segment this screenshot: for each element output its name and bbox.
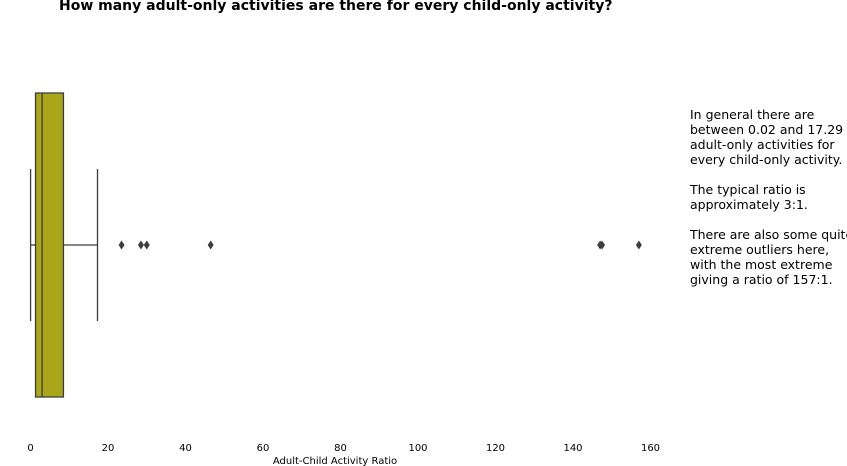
box-layer bbox=[29, 92, 642, 398]
x-tick-label: 60 bbox=[257, 443, 270, 454]
x-tick-label: 20 bbox=[102, 443, 115, 454]
annotation-line: In general there are bbox=[690, 107, 815, 122]
x-tick-label: 100 bbox=[408, 443, 427, 454]
outlier-point bbox=[118, 240, 125, 250]
x-tick-label: 160 bbox=[641, 443, 660, 454]
annotation-line: extreme outliers here, bbox=[690, 242, 830, 257]
x-tick-label: 40 bbox=[179, 443, 192, 454]
annotation-para-1: In general there are between 0.02 and 17… bbox=[690, 107, 847, 167]
outlier-point bbox=[599, 240, 606, 250]
x-tick-label: 120 bbox=[486, 443, 505, 454]
annotation-line: The typical ratio is bbox=[690, 182, 806, 197]
annotation-line: every child-only activity. bbox=[690, 152, 843, 167]
x-tick-label: 80 bbox=[334, 443, 347, 454]
x-tick-label: 0 bbox=[27, 443, 33, 454]
x-axis-ticks: 0 20 40 60 80 100 120 140 160 bbox=[27, 443, 660, 454]
annotation-text: In general there are between 0.02 and 17… bbox=[690, 107, 847, 287]
x-tick-label: 140 bbox=[563, 443, 582, 454]
annotation-line: between 0.02 and 17.29 bbox=[690, 122, 844, 137]
annotation-para-2: The typical ratio is approximately 3:1. bbox=[690, 182, 847, 212]
outlier-point bbox=[143, 240, 150, 250]
outlier-point bbox=[137, 240, 144, 250]
annotation-line: approximately 3:1. bbox=[690, 197, 808, 212]
annotation-para-3: There are also some quite extreme outlie… bbox=[690, 227, 847, 287]
annotation-line: giving a ratio of 157:1. bbox=[690, 272, 833, 287]
chart-title: How many adult-only activities are there… bbox=[59, 0, 613, 14]
outlier-point bbox=[635, 240, 642, 250]
x-axis-label: Adult-Child Activity Ratio bbox=[273, 456, 397, 466]
annotation-line: adult-only activities for bbox=[690, 137, 835, 152]
outlier-point bbox=[207, 240, 214, 250]
iqr-box bbox=[34, 92, 65, 398]
annotation-line: There are also some quite bbox=[690, 227, 847, 242]
annotation-line: with the most extreme bbox=[690, 257, 833, 272]
